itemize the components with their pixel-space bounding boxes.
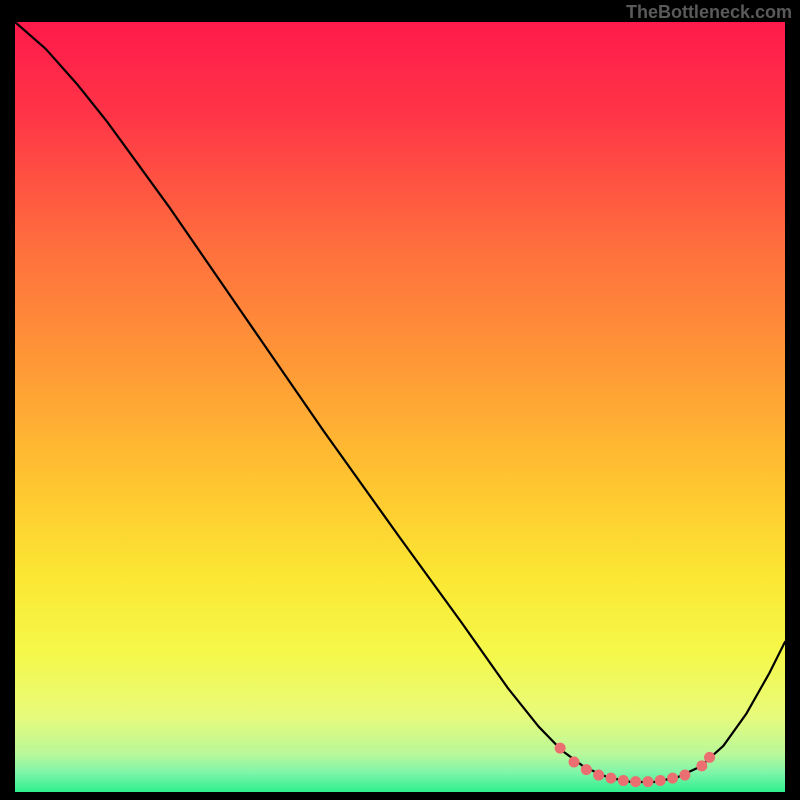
marker-dot bbox=[655, 775, 666, 786]
marker-dot bbox=[581, 764, 592, 775]
chart-svg bbox=[15, 22, 785, 792]
bottleneck-curve bbox=[15, 22, 785, 782]
marker-dot bbox=[569, 756, 580, 767]
marker-dot bbox=[667, 773, 678, 784]
marker-dot bbox=[704, 752, 715, 763]
watermark-text: TheBottleneck.com bbox=[626, 2, 792, 23]
chart-plot-area bbox=[15, 22, 785, 792]
marker-dot bbox=[555, 743, 566, 754]
marker-group bbox=[555, 743, 715, 787]
marker-dot bbox=[618, 775, 629, 786]
marker-dot bbox=[605, 773, 616, 784]
marker-dot bbox=[679, 770, 690, 781]
marker-dot bbox=[630, 776, 641, 787]
marker-dot bbox=[642, 776, 653, 787]
marker-dot bbox=[696, 760, 707, 771]
marker-dot bbox=[593, 770, 604, 781]
